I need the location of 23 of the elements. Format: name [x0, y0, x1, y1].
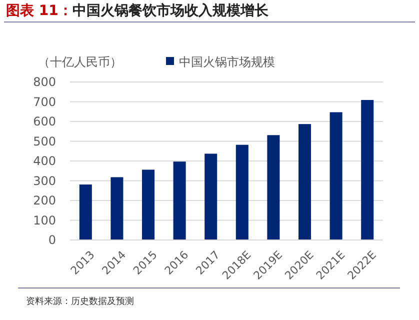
chart-title: 图表 11：中国火锅餐饮市场收入规模增长 — [6, 2, 270, 19]
y-tick-label: 200 — [33, 194, 56, 208]
bar — [173, 162, 186, 240]
y-tick-label: 600 — [33, 114, 56, 129]
bar — [330, 112, 342, 240]
bar — [204, 154, 218, 240]
y-tick-label: 800 — [33, 75, 56, 90]
y-axis-title: （十亿人民币） — [38, 55, 122, 69]
y-tick-label: 700 — [33, 94, 56, 109]
bar — [110, 177, 124, 240]
y-tick-label: 0 — [48, 233, 56, 248]
bar — [267, 135, 280, 240]
y-tick-label: 500 — [33, 134, 56, 148]
text: 资料来源：历史数据及预测 — [26, 296, 134, 307]
y-tick-label: 400 — [33, 154, 56, 168]
bar — [298, 124, 312, 240]
bar — [79, 184, 92, 240]
bar — [236, 144, 248, 240]
y-tick-label: 300 — [33, 174, 56, 188]
legend-label: 中国火锅市场规模 — [179, 55, 275, 69]
bar — [142, 170, 155, 240]
y-tick-label: 100 — [33, 213, 56, 228]
bar — [361, 100, 374, 240]
